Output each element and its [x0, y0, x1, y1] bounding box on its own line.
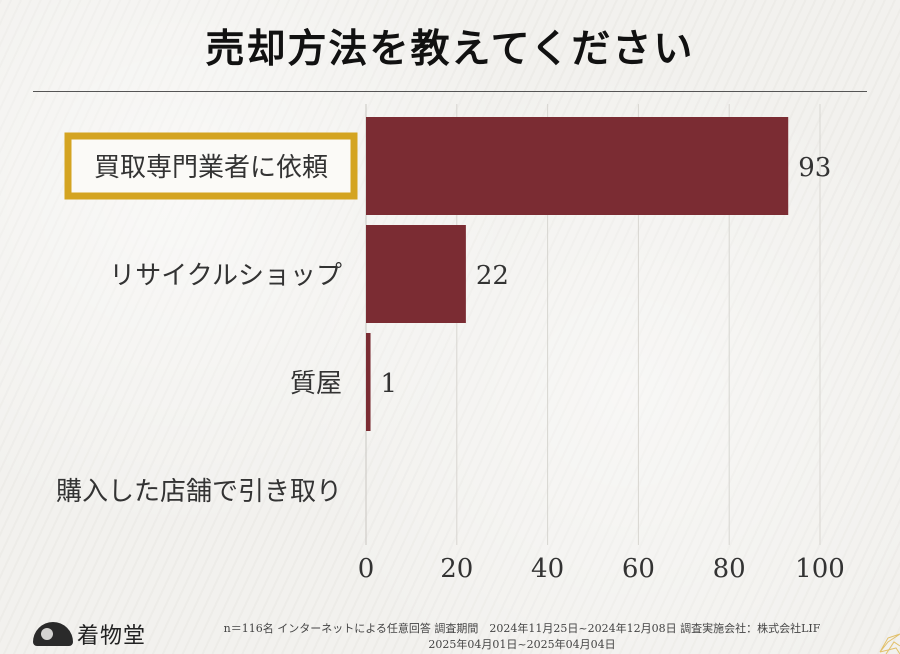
- x-tick-label: 60: [622, 554, 655, 584]
- category-label: リサイクルショップ: [109, 261, 342, 291]
- fan-logo-icon: [33, 622, 73, 646]
- bar-value-label: 93: [798, 153, 831, 183]
- bar-value-label: 22: [476, 261, 509, 291]
- brand-name: 着物堂: [77, 624, 147, 649]
- footer: 着物堂 n＝116名 インターネットによる任意回答 調査期間 2024年11月2…: [0, 612, 900, 654]
- category-label: 買取専門業者に依頼: [94, 153, 328, 183]
- survey-note-line2: 2025年04月01日~2025年04月04日: [428, 638, 616, 651]
- survey-note-line1: n＝116名 インターネットによる任意回答 調査期間 2024年11月25日~2…: [223, 622, 821, 635]
- bar: [366, 333, 371, 431]
- x-tick-label: 100: [795, 554, 845, 584]
- bar-value-label: 1: [381, 369, 398, 399]
- x-tick-label: 40: [531, 554, 564, 584]
- x-tick-label: 20: [440, 554, 473, 584]
- x-tick-label: 80: [713, 554, 746, 584]
- chart-title: 売却方法を教えてください: [205, 26, 695, 72]
- brand-logo: 着物堂: [33, 618, 146, 650]
- highlight-frame: [64, 132, 358, 200]
- flower-pattern-icon: [879, 633, 900, 654]
- category-label: 購入した店舗で引き取り: [56, 477, 342, 507]
- category-label: 質屋: [290, 369, 342, 399]
- title-divider: [33, 91, 867, 92]
- survey-note: n＝116名 インターネットによる任意回答 調査期間 2024年11月25日~2…: [172, 621, 872, 653]
- x-tick-label: 0: [358, 554, 375, 584]
- bar: [366, 225, 466, 323]
- bar: [366, 117, 789, 215]
